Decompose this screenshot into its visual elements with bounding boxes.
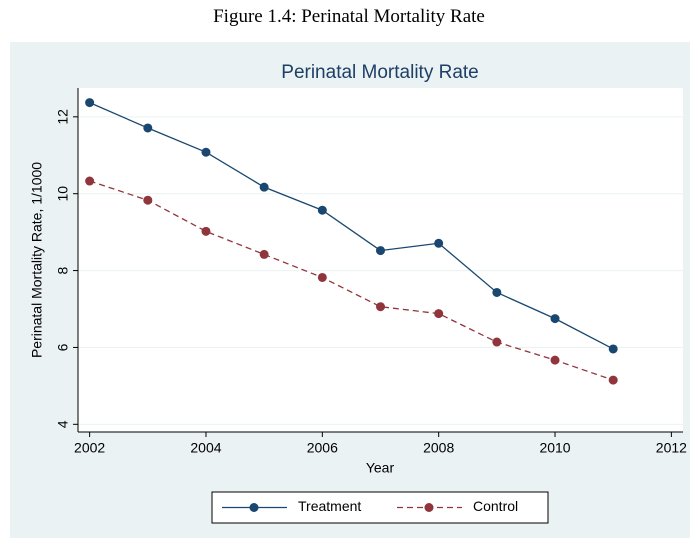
data-point (550, 355, 560, 365)
y-tick-label: 4 (55, 420, 71, 428)
data-point (492, 337, 502, 347)
series-line (89, 102, 614, 350)
data-point (376, 246, 385, 256)
data-point (85, 98, 95, 108)
data-point (259, 249, 269, 259)
data-point (201, 226, 211, 236)
legend-marker (424, 503, 434, 512)
chart-title: Perinatal Mortality Rate (281, 62, 478, 83)
legend-marker (249, 503, 259, 512)
data-point (434, 238, 444, 248)
data-point (317, 272, 327, 282)
y-axis-label: Perinatal Mortality Rate, 1/1000 (29, 162, 45, 358)
data-point (376, 302, 385, 312)
data-point (434, 309, 444, 319)
x-axis-label: Year (366, 460, 395, 476)
data-point (608, 344, 618, 354)
x-tick-label: 2008 (423, 440, 454, 456)
data-point (550, 314, 560, 324)
y-tick-label: 8 (55, 266, 71, 274)
legend-label: Control (473, 498, 518, 514)
x-tick-label: 2012 (656, 440, 687, 456)
data-point (259, 182, 269, 192)
y-tick-label: 6 (55, 343, 71, 351)
x-tick-label: 2010 (539, 440, 570, 456)
figure-caption: Figure 1.4: Perinatal Mortality Rate (213, 6, 485, 27)
data-point (143, 123, 153, 133)
data-point (143, 195, 153, 205)
x-tick-label: 2002 (74, 440, 105, 456)
data-point (608, 375, 618, 385)
x-tick-label: 2004 (190, 440, 221, 456)
data-point (201, 147, 211, 157)
y-tick-label: 12 (55, 109, 71, 125)
series-line (89, 180, 614, 381)
y-tick-label: 10 (55, 186, 71, 202)
legend-label: Treatment (298, 498, 361, 514)
data-point (317, 205, 327, 215)
data-point (85, 176, 95, 186)
plot-area (78, 88, 683, 432)
data-point (492, 287, 502, 297)
x-tick-label: 2006 (307, 440, 338, 456)
